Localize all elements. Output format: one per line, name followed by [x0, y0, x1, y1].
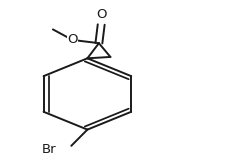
- Text: O: O: [67, 33, 77, 46]
- Text: O: O: [95, 8, 106, 21]
- Text: Br: Br: [42, 143, 57, 156]
